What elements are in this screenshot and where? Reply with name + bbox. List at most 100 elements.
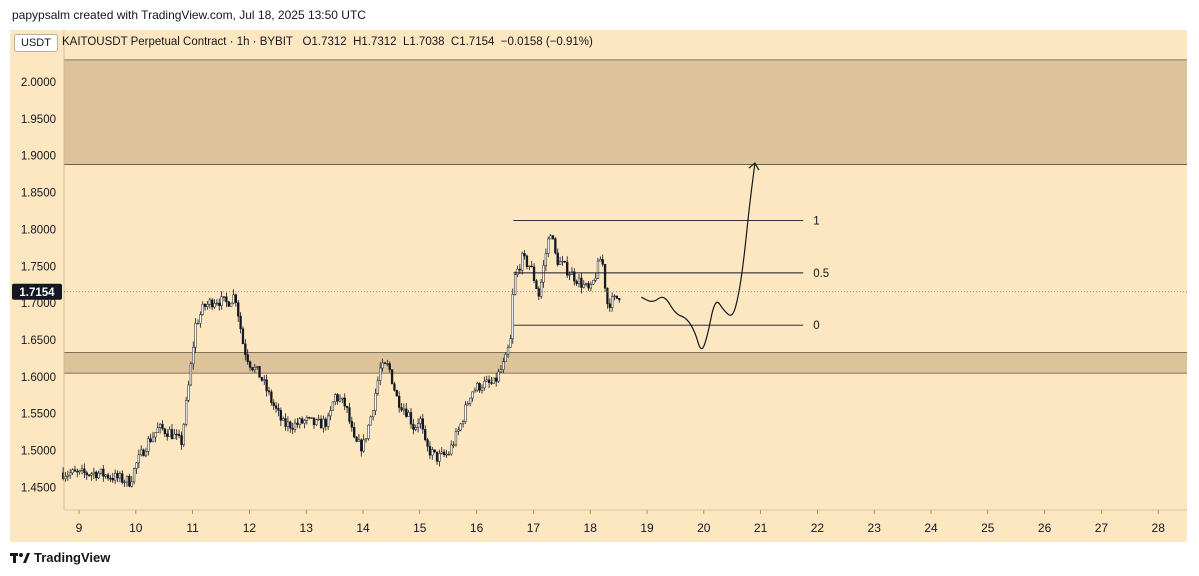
candle-body [568,274,571,276]
candle-body [229,302,233,307]
currency-selector[interactable]: USDT [14,34,58,52]
candle-body [85,472,88,476]
y-tick-label: 1.5000 [21,446,56,458]
candle-body [322,418,325,429]
candle-body [241,328,245,345]
candle-body [348,407,351,422]
legend-low: L1.7038 [402,36,445,48]
candle-body [277,408,280,411]
candle-body [158,423,162,429]
candle-body [137,454,140,464]
chart-caption: papypsalm created with TradingView.com, … [12,8,366,22]
candle-body [104,474,107,477]
candle-body [170,429,174,439]
x-tick-label: 10 [129,521,143,535]
candle-body [393,383,396,391]
footer-brand[interactable]: TradingView [10,550,110,565]
candle-body [386,363,389,365]
candle-body [561,260,564,263]
candle-body [282,418,285,421]
candle-body [298,418,301,425]
candle-body [218,302,221,306]
y-tick-label: 1.7000 [21,298,56,310]
candle-body [487,379,491,383]
candle-body [483,380,486,389]
candle-body [587,283,590,289]
x-tick-label: 12 [243,521,257,535]
candle-body [289,421,292,429]
candle-body [187,384,190,401]
candle-body [525,255,529,267]
candle-body [438,453,441,462]
x-tick-label: 13 [300,521,314,535]
candle-body [166,433,169,437]
candle-body [156,427,159,433]
candle-body [284,418,287,427]
y-tick-label: 1.6000 [21,372,56,384]
candle-body [544,253,548,266]
candle-body [232,294,235,304]
candle-body [142,449,145,457]
candle-body [383,362,387,364]
candle-body [147,438,150,452]
candle-body [324,418,327,427]
y-tick-label: 1.9000 [21,151,56,163]
candle-body [199,314,202,324]
candle-body [452,444,455,446]
candle-body [215,302,219,305]
footer-brand-label: TradingView [34,550,111,565]
x-tick-label: 11 [186,521,199,535]
price-zone-2[interactable] [64,352,1187,374]
x-tick-label: 27 [1095,521,1109,535]
candle-body [573,271,576,282]
candle-body [528,265,531,268]
candle-body [613,295,616,297]
candle-body [192,346,195,365]
current-price-label: 1.7154 [19,287,55,299]
candle-body [478,383,481,391]
candle-body [175,433,178,436]
candle-body [485,379,488,382]
price-zone-1[interactable] [64,59,1187,165]
x-tick-label: 25 [981,521,995,535]
candle-body [580,277,583,288]
projection-path[interactable] [641,162,756,350]
candle-body [227,301,230,307]
chart-legend: KAITOUSDT Perpetual Contract · 1h · BYBI… [62,36,593,48]
candle-body [537,288,540,297]
x-tick-label: 18 [584,521,598,535]
candle-body [601,259,604,265]
candle-body [523,253,526,257]
candle-body [76,471,79,473]
candle-body [258,366,261,378]
candle-body [395,390,398,397]
candle-body [128,475,131,487]
candle-body [360,439,363,452]
candle-body [211,299,214,308]
x-tick-label: 16 [470,521,484,535]
candle-body [274,405,278,409]
x-tick-label: 24 [924,521,938,535]
candle-body [357,439,361,442]
candle-body [416,423,420,428]
candle-body [310,417,313,419]
candle-body [428,446,432,456]
candle-body [350,421,353,428]
candle-body [220,296,223,306]
chart-area[interactable]: 1 0.5 0 2.0000 1.9500 1.9000 1.8500 1.8000 1.75… [10,30,1187,542]
candle-body [338,398,342,402]
candle-body [502,361,505,370]
y-tick-label: 1.8000 [21,224,56,236]
candle-body [549,235,552,240]
candle-body [492,377,495,384]
candle-body [345,405,349,408]
candle-body [495,377,498,382]
price-chart[interactable]: 1 0.5 0 2.0000 1.9500 1.9000 1.8500 1.8000 1.75… [10,30,1187,542]
candle-body [182,424,185,445]
candle-body [95,471,98,479]
candle-body [596,260,600,279]
x-tick-label: 21 [754,521,768,535]
candle-body [106,474,110,479]
candle-body [424,429,427,441]
candle-body [246,354,249,362]
